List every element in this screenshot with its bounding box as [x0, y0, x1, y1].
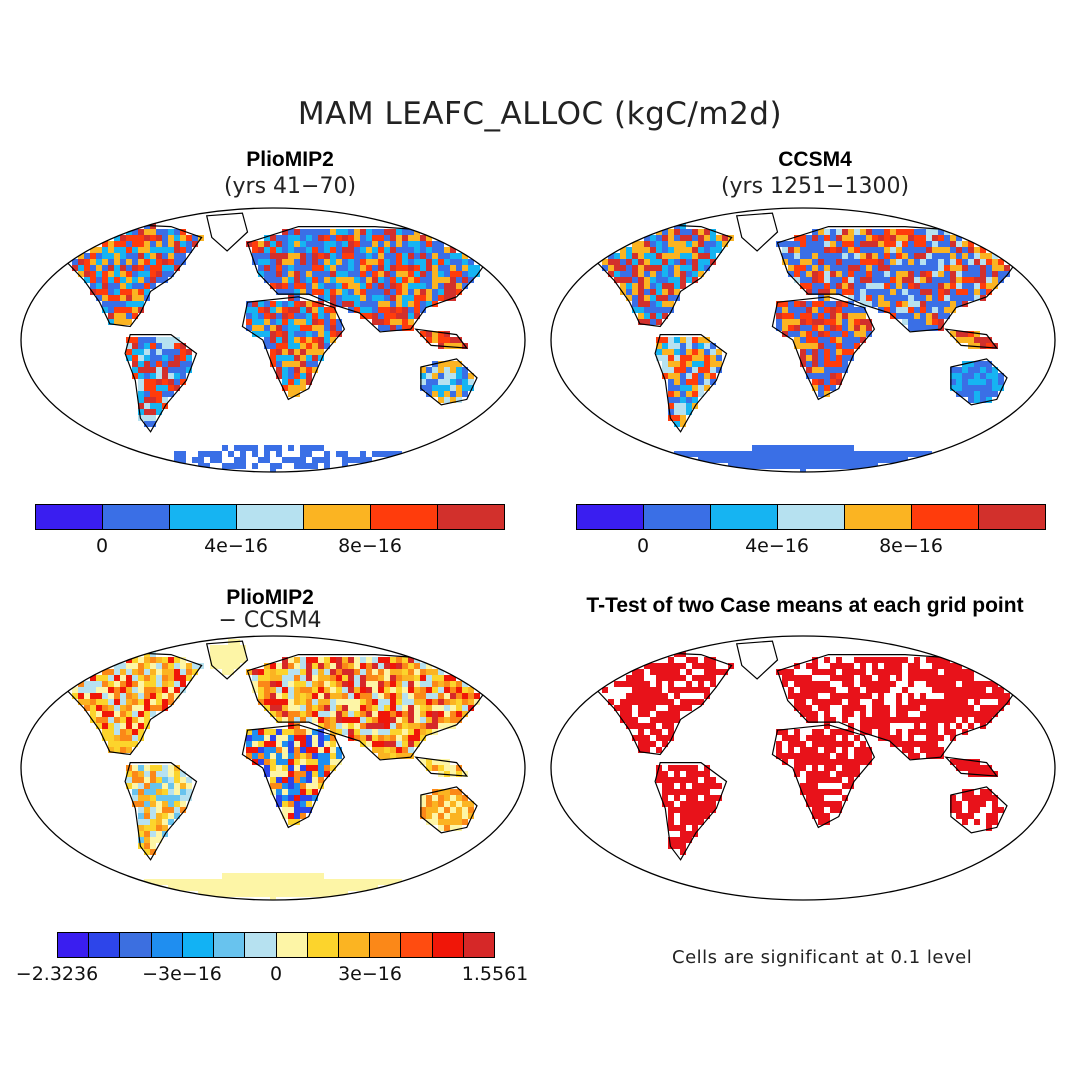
panel-3-title: PlioMIP2: [226, 586, 314, 609]
map-panel-2: [550, 207, 1056, 473]
coastline-samerica: [654, 334, 728, 433]
map-border: [550, 207, 1056, 473]
colorbar-3-tick-4: 1.5561: [461, 963, 529, 985]
colorbar-swatch: [644, 505, 711, 529]
colorbar-swatch: [58, 933, 90, 957]
coastline-africa: [771, 296, 876, 401]
colorbar-swatch: [371, 505, 438, 529]
colorbar-3-tick-1: −3e−16: [142, 963, 222, 985]
coastline-australia: [950, 358, 1008, 406]
coastline-samerica: [124, 762, 198, 861]
colorbar-swatch: [438, 505, 504, 529]
colorbar-2-tick-1: 4e−16: [745, 535, 809, 557]
coastline-seasia: [414, 328, 469, 349]
colorbar-swatch: [245, 933, 277, 957]
significance-note: Cells are significant at 0.1 level: [672, 947, 973, 968]
colorbar-panel-2: [576, 504, 1046, 530]
land-cells: [72, 639, 480, 900]
panel-3-subtitle: − CCSM4: [218, 608, 322, 633]
coastline-greenland: [205, 212, 249, 252]
map-border: [550, 635, 1056, 901]
colorbar-1-tick-2: 8e−16: [338, 535, 402, 557]
coastline-greenland: [735, 640, 779, 680]
panel-2-subtitle: (yrs 1251−1300): [720, 174, 910, 199]
land-cells: [72, 211, 480, 472]
coastline-africa: [771, 724, 876, 829]
figure-title: MAM LEAFC_ALLOC (kgC/m2d): [297, 96, 783, 132]
colorbar-swatch: [338, 933, 371, 957]
colorbar-3-tick-3: 3e−16: [338, 963, 402, 985]
land-cells: [602, 639, 1010, 900]
colorbar-swatch: [89, 933, 121, 957]
colorbar-swatch: [463, 933, 495, 957]
colorbar-panel-1: [35, 504, 505, 530]
colorbar-swatch: [237, 505, 304, 529]
panel-2-title: CCSM4: [778, 148, 852, 171]
map-panel-1: [20, 207, 526, 473]
colorbar-swatch: [170, 505, 237, 529]
panel-1-subtitle: (yrs 41−70): [223, 174, 357, 199]
coastline-australia: [420, 786, 478, 834]
colorbar-swatch: [778, 505, 845, 529]
colorbar-swatch: [214, 933, 246, 957]
colorbar-swatch: [711, 505, 778, 529]
colorbar-swatch: [845, 505, 912, 529]
coastline-samerica: [654, 762, 728, 861]
coastline-australia: [420, 358, 478, 406]
colorbar-1-tick-1: 4e−16: [204, 535, 268, 557]
coastline-africa: [241, 724, 346, 829]
coastline-namerica: [588, 651, 733, 756]
coastline-greenland: [205, 640, 249, 680]
colorbar-swatch: [912, 505, 979, 529]
coastline-namerica: [58, 651, 203, 756]
coastline-namerica: [588, 223, 733, 328]
colorbar-swatch: [36, 505, 103, 529]
colorbar-swatch: [370, 933, 402, 957]
coastline-samerica: [124, 334, 198, 433]
colorbar-panel-3: [57, 932, 495, 958]
colorbar-swatch: [103, 505, 170, 529]
colorbar-swatch: [120, 933, 152, 957]
colorbar-swatch: [979, 505, 1045, 529]
map-panel-4: [550, 635, 1056, 901]
colorbar-swatch: [577, 505, 644, 529]
colorbar-2-tick-0: 0: [636, 535, 650, 557]
colorbar-3-tick-0: −2.3236: [15, 963, 99, 985]
coastline-australia: [950, 786, 1008, 834]
panel-4-title: T-Test of two Case means at each grid po…: [586, 594, 1024, 617]
panel-1-title: PlioMIP2: [246, 148, 334, 171]
colorbar-swatch: [276, 933, 308, 957]
colorbar-3-tick-2: 0: [269, 963, 283, 985]
coastline-greenland: [735, 212, 779, 252]
colorbar-swatch: [151, 933, 183, 957]
colorbar-swatch: [401, 933, 433, 957]
colorbar-swatch: [304, 505, 371, 529]
map-panel-3: [20, 635, 526, 901]
coastline-namerica: [58, 223, 203, 328]
colorbar-1-tick-0: 0: [95, 535, 109, 557]
colorbar-swatch: [182, 933, 215, 957]
coastline-seasia: [414, 756, 469, 777]
map-border: [20, 635, 526, 901]
coastline-seasia: [944, 756, 999, 777]
map-border: [20, 207, 526, 473]
coastline-africa: [241, 296, 346, 401]
colorbar-swatch: [307, 933, 339, 957]
colorbar-swatch: [432, 933, 464, 957]
colorbar-2-tick-2: 8e−16: [879, 535, 943, 557]
coastline-seasia: [944, 328, 999, 349]
